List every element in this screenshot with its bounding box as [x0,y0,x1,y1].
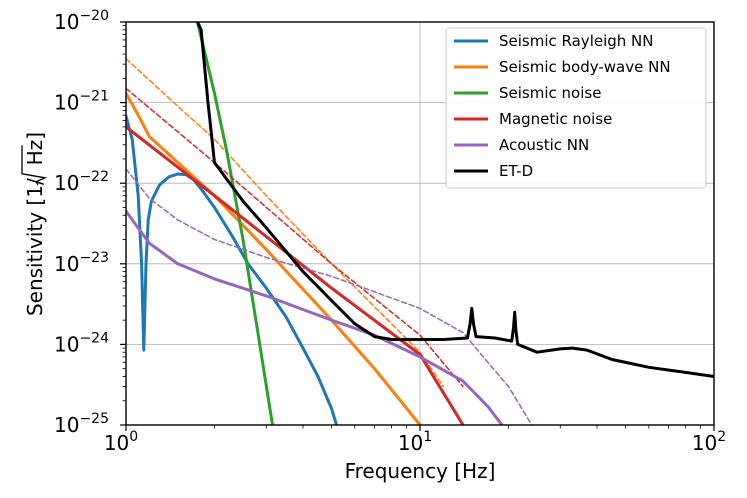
x-tick-label: 100 [104,429,138,455]
series-line-magnetic-noise-dashed [126,87,464,388]
y-tick-label: 10−24 [54,330,109,356]
y-axis-title-suffix: ] [23,132,47,140]
y-axis-title-root: Hz [23,140,47,166]
y-axis-title-prefix: Sensitivity [1/ [23,178,47,316]
y-tick-label: 10−22 [54,169,109,195]
legend-label-seismic-rayleigh-nn: Seismic Rayleigh NN [499,32,654,50]
y-tick-label: 10−21 [54,89,109,115]
y-tick-label: 10−23 [54,250,109,276]
y-axis-title: Sensitivity [1/Hz] [23,132,47,316]
x-axis-title: Frequency [Hz] [345,459,496,483]
ticks: 100 101 102 10−20 10−21 10−22 10−23 10−24 10−25 [54,8,726,455]
x-tick-label: 101 [398,429,432,455]
series-group [126,22,714,425]
series-line-acoustic-nn [126,209,504,425]
series-line-acoustic-nn-dashed [126,168,533,425]
legend-label-acoustic-nn: Acoustic NN [499,136,589,154]
y-tick-label: 10−20 [54,8,109,34]
series-line-seismic-noise [196,22,274,425]
series-line-magnetic-noise [126,125,465,425]
legend-frame [445,27,707,189]
x-tick-label: 102 [692,429,726,455]
series-line-seismic-body-wave-nn-dashed [126,57,445,388]
legend-label-seismic-body-wave-nn: Seismic body-wave NN [499,58,671,76]
y-axis-title-group: Sensitivity [1/Hz] [21,132,48,316]
y-tick-label: 10−25 [54,411,109,437]
series-line-et-d [196,22,714,378]
sqrt-radical [21,145,48,186]
legend: Seismic Rayleigh NN Seismic body-wave NN S… [445,27,707,189]
legend-label-seismic-noise: Seismic noise [499,84,601,102]
legend-label-magnetic-noise: Magnetic noise [499,110,612,128]
legend-label-et-d: ET-D [499,162,533,180]
